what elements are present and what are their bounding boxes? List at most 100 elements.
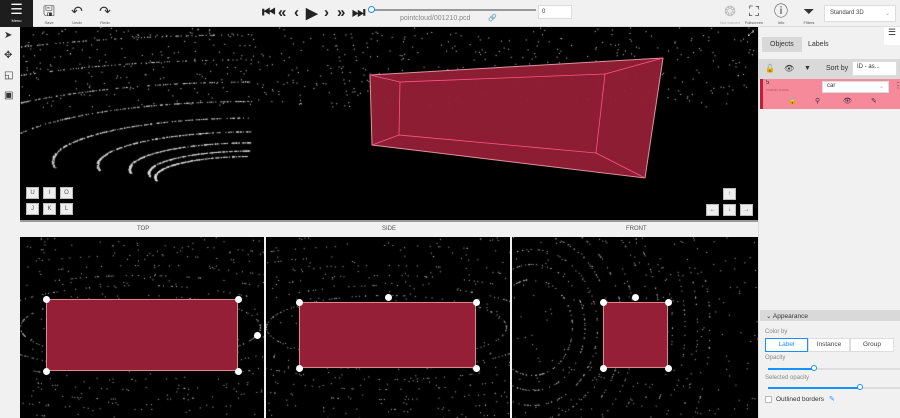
workspace-select[interactable]: Standard 3D ⌄ — [824, 5, 896, 22]
first-frame-button[interactable]: ⏮ — [262, 4, 276, 21]
hamburger-icon: ☰ — [10, 1, 23, 17]
cuboid-side[interactable] — [299, 302, 476, 368]
object-type: CUBOID SHAPE — [766, 88, 789, 92]
filter-icon: ⏷ — [803, 3, 815, 19]
caret-down-icon[interactable]: ▼ — [804, 65, 811, 72]
play-button[interactable]: ▶ — [306, 5, 318, 22]
resize-handle[interactable] — [295, 364, 303, 372]
rotate-handle[interactable] — [384, 293, 392, 301]
arrow-down-button[interactable]: ↓ — [723, 204, 736, 216]
opacity-slider-handle[interactable] — [811, 365, 818, 371]
rotate-handle[interactable] — [631, 293, 639, 301]
collapse-sidebar-icon[interactable]: ☰ — [884, 27, 900, 45]
key-o-button[interactable]: O — [60, 187, 73, 199]
front-view-label: FRONT — [626, 226, 647, 232]
next-button[interactable]: › — [324, 4, 329, 21]
not-trained-button[interactable]: ❂ Not trained — [716, 2, 744, 25]
expand-icon[interactable]: ⤢ — [747, 29, 754, 38]
resize-handle[interactable] — [234, 367, 242, 375]
fullscreen-button[interactable]: ⛶ Fullscreen — [740, 2, 768, 25]
rotate-handle[interactable] — [253, 331, 261, 339]
color-by-label: Color by — [765, 329, 788, 335]
resize-handle[interactable] — [42, 295, 50, 303]
forward-button[interactable]: » — [337, 4, 346, 21]
arrow-left-button[interactable]: ← — [706, 204, 719, 216]
selected-opacity-label: Selected opacity — [765, 375, 810, 381]
resize-handle[interactable] — [295, 298, 303, 306]
more-icon[interactable]: ⋮ — [894, 81, 900, 90]
side-view[interactable] — [266, 237, 510, 418]
frame-slider[interactable] — [371, 9, 536, 11]
front-view[interactable] — [512, 237, 758, 418]
top-toolbar: ☰ Menu 🖫 Save ↶ Undo ↷ Redo ⏮ « ‹ ▶ › » ⏭ po… — [0, 0, 900, 27]
info-button[interactable]: ⓘ Info — [767, 2, 795, 25]
outlined-borders-checkbox[interactable] — [765, 396, 772, 403]
eye-all-icon[interactable]: 👁 — [784, 64, 795, 73]
opacity-slider[interactable] — [768, 368, 900, 370]
color-by-group-option[interactable]: Group — [850, 338, 894, 352]
appearance-header[interactable]: ⌄ Appearance — [760, 310, 900, 321]
lock-icon[interactable]: 🔓 — [788, 98, 797, 105]
resize-handle[interactable] — [664, 364, 672, 372]
sort-select[interactable]: ID - as... — [852, 61, 897, 76]
key-k-button[interactable]: K — [43, 203, 56, 215]
key-l-button[interactable]: L — [60, 203, 73, 215]
key-j-button[interactable]: J — [26, 203, 39, 215]
tab-labels[interactable]: Labels — [808, 41, 829, 48]
undo-icon: ↶ — [71, 3, 83, 19]
resize-handle[interactable] — [599, 298, 607, 306]
resize-handle[interactable] — [472, 364, 480, 372]
key-i-button[interactable]: I — [43, 187, 56, 199]
tab-objects[interactable]: Objects — [762, 37, 802, 52]
pin-icon[interactable]: ⚲ — [815, 98, 821, 105]
view-divider[interactable] — [20, 220, 758, 237]
resize-handle[interactable] — [234, 295, 242, 303]
opacity-label: Opacity — [765, 355, 786, 361]
resize-handle[interactable] — [472, 298, 480, 306]
color-picker-icon[interactable]: ✎ — [829, 396, 835, 403]
top-view[interactable] — [20, 237, 264, 418]
key-u-button[interactable]: U — [26, 187, 39, 199]
selected-opacity-slider[interactable] — [768, 387, 900, 389]
selected-opacity-slider-handle[interactable] — [857, 384, 864, 390]
resize-handle[interactable] — [599, 364, 607, 372]
resize-handle[interactable] — [664, 298, 672, 306]
fullscreen-icon: ⛶ — [749, 3, 759, 19]
backward-button[interactable]: « — [278, 4, 287, 21]
link-icon[interactable]: 🔗 — [488, 15, 497, 22]
filters-button[interactable]: ⏷ Filters — [795, 2, 823, 25]
previous-button[interactable]: ‹ — [294, 4, 299, 21]
chevron-down-icon: ⌄ — [766, 313, 773, 320]
group-icon[interactable]: ▣ — [4, 90, 14, 101]
lock-all-icon[interactable]: 🔓 — [765, 64, 775, 73]
frame-input[interactable]: 0 — [538, 5, 572, 19]
save-button[interactable]: 🖫 Save — [35, 2, 63, 25]
cuboid-top[interactable] — [46, 299, 238, 371]
object-item[interactable]: 5 CUBOID SHAPE car ⌄ ⋮ 🔓 ⚲ 👁 ✎ — [760, 79, 900, 109]
objects-header: 🔓 👁 ▼ Sort by ID - as... — [758, 59, 900, 79]
eye-icon[interactable]: 👁 — [843, 98, 852, 105]
arrow-up-button[interactable]: ↑ — [723, 188, 736, 200]
chevron-down-icon: ⌄ — [884, 11, 890, 17]
draw-cuboid-icon[interactable]: ◱ — [4, 70, 14, 81]
color-by-instance-option[interactable]: Instance — [808, 338, 850, 352]
color-by-label-option[interactable]: Label — [765, 338, 808, 352]
cursor-icon[interactable]: ➤ — [4, 30, 13, 41]
arrow-right-button[interactable]: → — [740, 204, 753, 216]
label-select[interactable]: car ⌄ — [822, 81, 889, 93]
menu-button[interactable]: ☰ Menu — [0, 0, 33, 27]
redo-button[interactable]: ↷ Redo — [91, 2, 119, 25]
info-icon: ⓘ — [774, 3, 788, 19]
pushpin-icon[interactable]: ✎ — [871, 98, 877, 105]
undo-button[interactable]: ↶ Undo — [63, 2, 91, 25]
save-icon: 🖫 — [43, 3, 55, 19]
controls-sidebar: ➤ ✥ ◱ ▣ — [0, 27, 20, 418]
cuboid-3d[interactable] — [20, 27, 758, 220]
chevron-down-icon: ⌄ — [878, 84, 884, 90]
resize-handle[interactable] — [42, 367, 50, 375]
move-icon[interactable]: ✥ — [4, 50, 13, 61]
frame-slider-handle[interactable] — [368, 6, 375, 13]
cuboid-front[interactable] — [603, 302, 668, 368]
perspective-view[interactable]: ⤢ U I O J K L ↑ ← ↓ → — [20, 27, 758, 220]
last-frame-button[interactable]: ⏭ — [352, 4, 366, 21]
